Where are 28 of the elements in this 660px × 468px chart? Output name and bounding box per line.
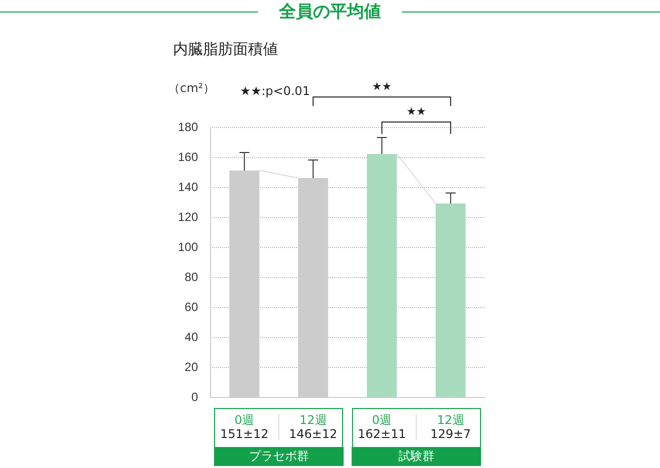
y-tick-label: 160 <box>178 150 198 164</box>
x-tick-label: 0週 <box>372 412 392 429</box>
y-tick-label: 140 <box>178 180 198 194</box>
data-label: 129±7 <box>430 427 471 441</box>
bar <box>366 154 397 397</box>
x-tick-label: 0週 <box>234 412 254 429</box>
y-tick-label: 180 <box>178 120 198 134</box>
text: ★★ <box>372 80 392 93</box>
data-label: 151±12 <box>220 427 268 441</box>
y-tick-label: 20 <box>184 360 198 374</box>
x-tick-label: 12週 <box>299 412 327 429</box>
data-label: 162±11 <box>358 427 406 441</box>
y-tick-label: 60 <box>184 300 198 314</box>
y-tick-label: 120 <box>178 210 198 224</box>
data-label: 146±12 <box>289 427 338 441</box>
x-tick-label: 12週 <box>436 412 464 429</box>
y-tick-label: 40 <box>184 330 198 344</box>
y-tick-label: 0 <box>191 390 198 404</box>
y-axis-title: （cm²） <box>168 80 216 97</box>
chart-subtitle: 内臓脂肪面積値 <box>173 40 278 59</box>
y-tick-label: 80 <box>184 270 198 284</box>
text: ★★ <box>406 105 426 118</box>
y-tick-label: 100 <box>178 240 198 254</box>
text: ★★:p<0.01 <box>240 84 310 98</box>
chart-title: 全員の平均値 <box>279 1 381 23</box>
bar <box>436 204 466 397</box>
text: 試験群 <box>352 447 481 466</box>
text: プラセボ群 <box>214 447 344 466</box>
